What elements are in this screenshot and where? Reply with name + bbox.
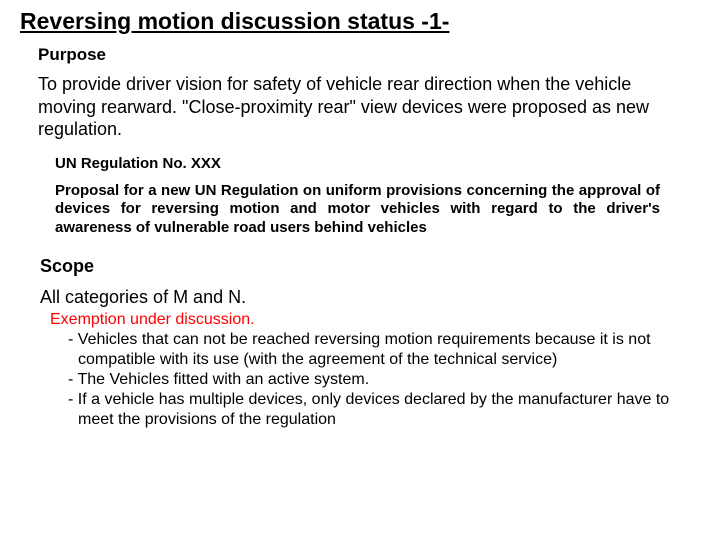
scope-heading: Scope	[40, 256, 700, 277]
regulation-heading: UN Regulation No. XXX	[55, 155, 700, 172]
exemption-item: - If a vehicle has multiple devices, onl…	[78, 390, 672, 430]
purpose-body: To provide driver vision for safety of v…	[38, 73, 690, 141]
document-page: Reversing motion discussion status -1- P…	[0, 0, 720, 440]
regulation-body: Proposal for a new UN Regulation on unif…	[55, 182, 660, 238]
purpose-heading: Purpose	[38, 45, 700, 65]
exemption-item: - The Vehicles fitted with an active sys…	[78, 370, 672, 390]
scope-body: All categories of M and N.	[40, 287, 700, 308]
exemption-lead: Exemption under discussion.	[50, 310, 672, 330]
exemption-item: - Vehicles that can not be reached rever…	[78, 330, 672, 370]
exemption-block: Exemption under discussion. - Vehicles t…	[50, 310, 672, 430]
page-title: Reversing motion discussion status -1-	[20, 8, 700, 35]
